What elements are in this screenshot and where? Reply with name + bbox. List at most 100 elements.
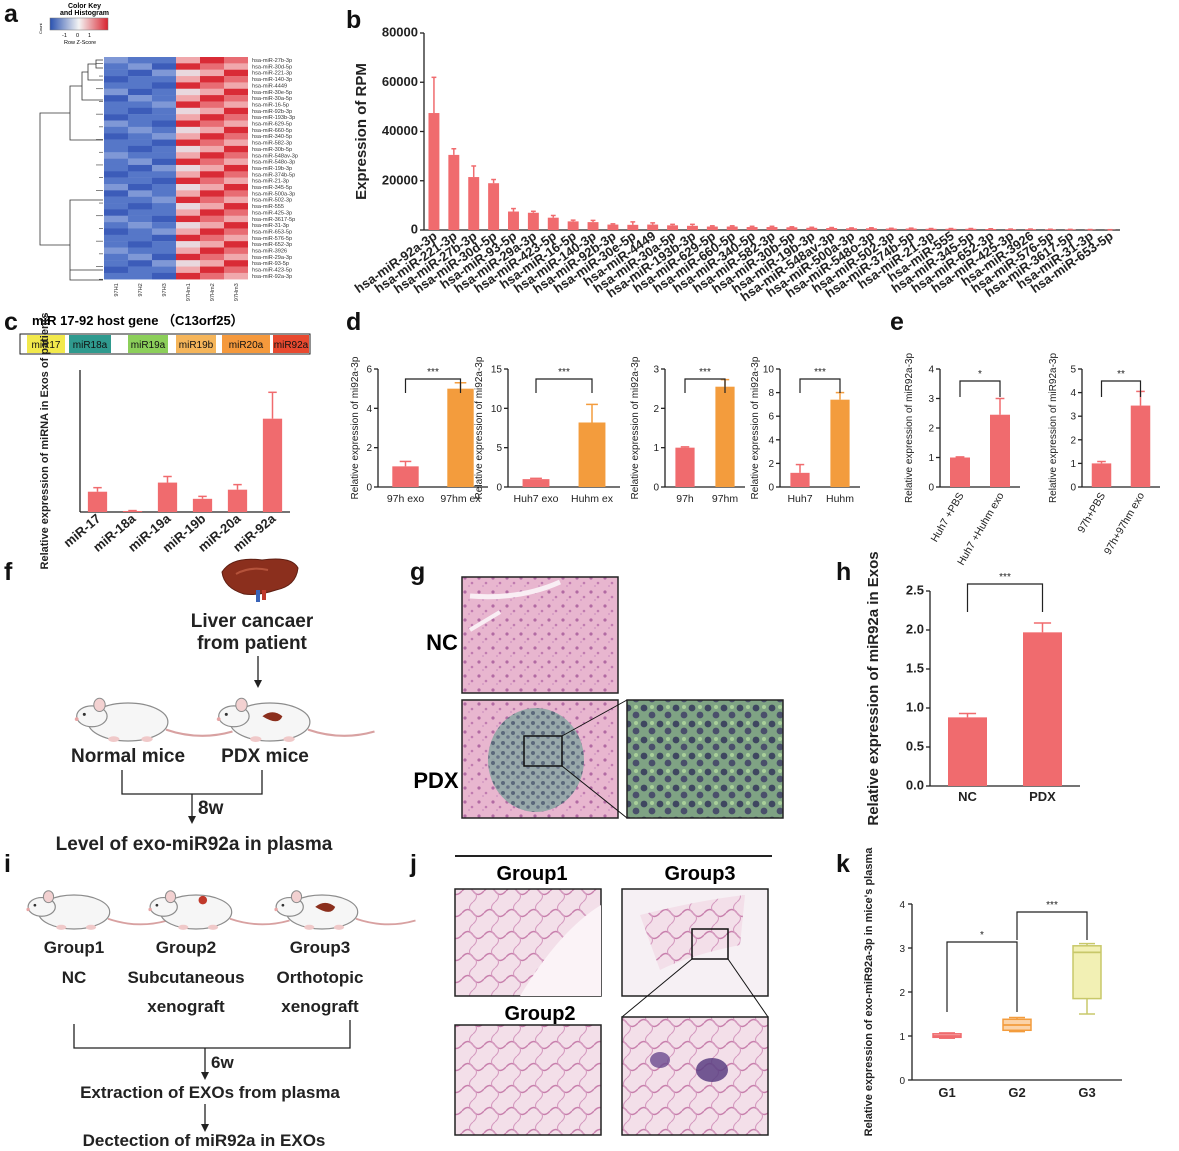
bar	[905, 228, 917, 230]
x-tick-label: Huh7 +PBS	[929, 491, 967, 545]
gene-segment-label: miR92a	[274, 340, 309, 351]
gene-segment-label: miR19b	[179, 340, 214, 351]
panel-d2: 0 5 10 15 Huh7 exo Huhm ex Relative expression…	[474, 356, 620, 505]
row-label: hsa-miR-3617-5p	[252, 217, 295, 223]
column-label: 97H1	[114, 283, 120, 296]
x-tick-label: Huhm ex	[571, 493, 614, 505]
color-key-tick: 1	[88, 33, 91, 39]
heatmap-cell	[104, 63, 128, 70]
y-axis-title: Relative expression of miR92a-3p	[1048, 353, 1059, 504]
heatmap-cell	[128, 158, 152, 166]
heatmap-cell	[224, 272, 248, 280]
row-label: hsa-miR-345-5p	[252, 185, 292, 191]
bar	[706, 226, 718, 230]
panel-label-e: e	[890, 308, 904, 336]
heatmap-row-labels: hsa-miR-27b-3phsa-miR-30d-5phsa-miR-221-…	[252, 58, 298, 280]
significance-label: **	[1117, 369, 1125, 380]
significance-label: ***	[1046, 900, 1058, 911]
y-tick-label: 5	[1070, 365, 1076, 376]
row-label: hsa-miR-629-5p	[252, 122, 292, 128]
panel-h-bar-chart: 0.0 0.5 1.0 1.5 2.0 2.5 NC PDX Relative expressi…	[865, 551, 1080, 826]
panel-i-flow: Group1 NC Group2 Subcutaneous xenograft …	[26, 890, 416, 1150]
heatmap-cell	[152, 126, 176, 134]
group3-label: Group3	[290, 938, 350, 957]
row-label: hsa-miR-340-5p	[252, 134, 292, 140]
row-label: hsa-miR-500a-3p	[252, 191, 295, 197]
heatmap-cell	[200, 57, 224, 64]
heatmap-cell	[224, 222, 248, 229]
heatmap-cell	[200, 95, 224, 102]
y-tick-label: 2	[928, 424, 934, 435]
heatmap-cell	[104, 76, 128, 83]
heatmap-cell	[128, 234, 152, 242]
panel-j-histology: Group1 Group3 Group2	[454, 855, 772, 1136]
heatmap-cell	[176, 69, 200, 77]
y-tick-label: 2	[653, 404, 659, 415]
heatmap-cell	[152, 190, 176, 197]
y-axis-title: Relative expression of exo-miR92a-3p in …	[863, 847, 875, 1137]
y-tick-label: 10	[763, 365, 775, 376]
heatmap-cell	[152, 215, 176, 223]
heatmap-cell	[200, 209, 224, 216]
heatmap-cell	[176, 203, 200, 210]
heatmap-cell	[224, 57, 248, 64]
heatmap-cell	[104, 222, 128, 229]
heatmap-cell	[176, 126, 200, 134]
heatmap-cell	[104, 234, 128, 242]
group3-sub2: xenograft	[281, 997, 359, 1016]
group1-label: Group1	[44, 938, 104, 957]
bar	[675, 447, 695, 487]
box	[1072, 945, 1102, 1000]
bar	[746, 227, 758, 230]
heatmap-cell	[152, 228, 176, 235]
gene-segment	[176, 335, 216, 353]
heatmap-cell	[104, 158, 128, 166]
panel-label-d: d	[346, 308, 361, 336]
bar	[667, 225, 679, 230]
heatmap-cell	[224, 120, 248, 128]
heatmap-cell	[152, 57, 176, 64]
x-tick-label: Huh7 exo	[514, 493, 559, 505]
panel-label-i: i	[4, 850, 11, 878]
heatmap-cell	[104, 266, 128, 274]
heatmap-cell	[200, 69, 224, 77]
significance-bracket	[684, 378, 726, 393]
heatmap-cell	[200, 126, 224, 134]
bar	[468, 177, 480, 230]
bar	[806, 227, 818, 230]
group3-sub1: Orthotopic	[277, 968, 364, 987]
heatmap-cell	[104, 57, 128, 64]
heatmap-cell	[200, 272, 224, 280]
heatmap-cell	[104, 82, 128, 89]
heatmap-cell	[176, 120, 200, 128]
row-label: hsa-miR-548av-3p	[252, 153, 298, 159]
y-tick-label: 4	[768, 435, 774, 446]
x-tick-label: NC	[958, 789, 977, 804]
color-key-count-label: Count	[38, 22, 43, 34]
heatmap-cell	[224, 260, 248, 267]
heatmap-cell	[104, 133, 128, 140]
color-key-tick: 0	[76, 33, 79, 39]
gene-segment-label: miR20a	[229, 340, 264, 351]
bar	[950, 457, 970, 487]
heatmap-cell	[176, 158, 200, 166]
y-tick-label: 0	[653, 483, 659, 494]
heatmap-cell	[104, 69, 128, 77]
bar	[447, 388, 474, 487]
heatmap-cell	[200, 145, 224, 153]
duration-6w: 6w	[211, 1053, 234, 1072]
heatmap-cell	[152, 133, 176, 140]
significance-bracket	[1016, 911, 1088, 940]
heatmap-cell	[104, 88, 128, 96]
extraction-step: Extraction of EXOs from plasma	[80, 1083, 340, 1102]
implant-liver	[315, 902, 336, 912]
heatmap-cell	[152, 234, 176, 242]
heatmap-cell	[152, 107, 176, 115]
heatmap-cell	[200, 114, 224, 121]
heatmap-cell	[176, 139, 200, 147]
x-tick-label: 97h exo	[387, 493, 425, 505]
row-label: hsa-miR-193b-3p	[252, 115, 295, 121]
heatmap-cell	[152, 76, 176, 83]
heatmap-cell	[200, 139, 224, 147]
panel-d4: 0 2 4 6 8 10 Huh7 Huhm Relative expression of mi…	[750, 356, 860, 505]
